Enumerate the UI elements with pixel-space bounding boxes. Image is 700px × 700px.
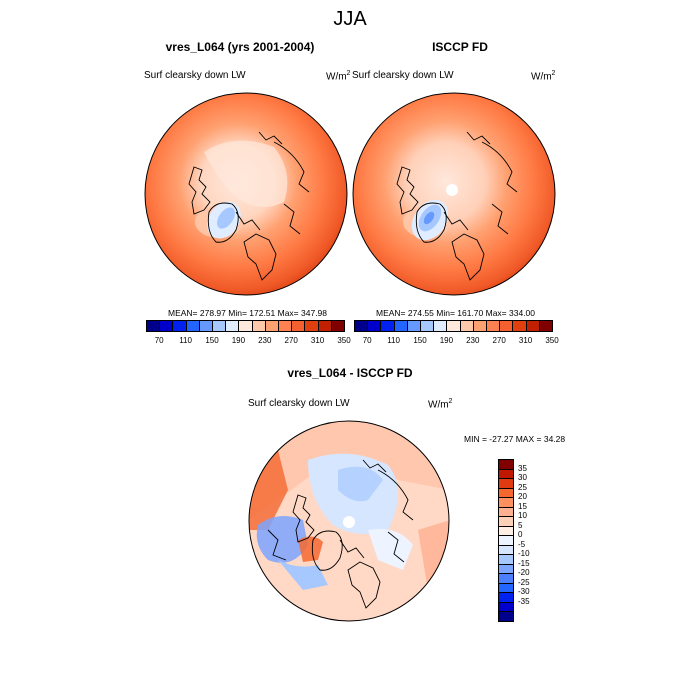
colorbar-tick-label: 190 bbox=[231, 336, 246, 345]
colorbar-tick-label: 10 bbox=[518, 511, 527, 521]
colorbar-tick-label: 110 bbox=[179, 336, 192, 345]
colorbar-tick-label: 0 bbox=[518, 530, 523, 540]
colorbar-tick-label: 110 bbox=[387, 336, 400, 345]
colorbar-swatch bbox=[251, 320, 266, 332]
colorbar-tick-label: -20 bbox=[518, 568, 530, 578]
colorbar-swatch bbox=[278, 320, 293, 332]
colorbar-tick-label: 230 bbox=[466, 336, 480, 345]
colorbar-tick-label: 30 bbox=[518, 473, 527, 483]
panel3-polar-map bbox=[248, 420, 450, 622]
colorbar-swatch bbox=[172, 320, 187, 332]
colorbar-swatch bbox=[330, 320, 345, 332]
colorbar-tick-label: 70 bbox=[154, 336, 164, 345]
colorbar-swatch bbox=[317, 320, 332, 332]
colorbar-tick-label: -30 bbox=[518, 587, 530, 597]
panel1-polar-map bbox=[144, 92, 348, 296]
colorbar-tick-label: 35 bbox=[518, 463, 527, 473]
panel1-stats: MEAN= 278.97 Min= 172.51 Max= 347.98 bbox=[168, 308, 328, 318]
colorbar-tick-label: 350 bbox=[337, 336, 351, 345]
colorbar-tick-label: 5 bbox=[518, 520, 523, 530]
colorbar-swatch bbox=[393, 320, 408, 332]
colorbar-swatch bbox=[525, 320, 540, 332]
colorbar-tick-label: 270 bbox=[284, 336, 298, 345]
panel2-colorbar-ticks: 70 110 150 190 230 270 310 350 bbox=[354, 336, 559, 348]
colorbar-swatch bbox=[304, 320, 319, 332]
colorbar-swatch bbox=[433, 320, 448, 332]
panel1-colorbar bbox=[146, 320, 345, 332]
colorbar-tick-label: -5 bbox=[518, 539, 526, 549]
colorbar-tick-label: -10 bbox=[518, 549, 530, 559]
colorbar-swatch bbox=[212, 320, 227, 332]
colorbar-tick-label: 310 bbox=[310, 336, 325, 345]
colorbar-swatch bbox=[146, 320, 161, 332]
colorbar-swatch bbox=[198, 320, 213, 332]
colorbar-tick-label: 190 bbox=[439, 336, 454, 345]
colorbar-tick-label: 25 bbox=[518, 482, 527, 492]
colorbar-swatch bbox=[238, 320, 253, 332]
colorbar-swatch bbox=[159, 320, 174, 332]
colorbar-tick-label: 150 bbox=[413, 336, 427, 345]
panel3-colorbar-ticks: 35 30 25 20 15 10 5 0 -5 -10 -15 -20 -25 -30 -35 bbox=[518, 459, 548, 621]
colorbar-tick-label: 20 bbox=[518, 492, 527, 502]
colorbar-tick-label: 270 bbox=[492, 336, 506, 345]
panel2-colorbar bbox=[354, 320, 553, 332]
colorbar-swatch bbox=[459, 320, 474, 332]
panel2-polar-map bbox=[352, 92, 556, 296]
panel1-variable-label: Surf clearsky down LW bbox=[144, 70, 246, 81]
colorbar-swatch bbox=[225, 320, 240, 332]
panel2-title: ISCCP FD bbox=[432, 40, 488, 54]
colorbar-swatch bbox=[291, 320, 306, 332]
panel2-stats: MEAN= 274.55 Min= 161.70 Max= 334.00 bbox=[376, 308, 536, 318]
colorbar-tick-label: -15 bbox=[518, 558, 530, 568]
panel2-units-label: W/m2 bbox=[531, 70, 556, 83]
colorbar-swatch bbox=[512, 320, 527, 332]
colorbar-swatch bbox=[406, 320, 421, 332]
main-title: JJA bbox=[333, 8, 367, 30]
panel3-variable-label: Surf clearsky down LW bbox=[248, 398, 350, 409]
panel1-colorbar-ticks: 70 110 150 190 230 270 310 350 bbox=[146, 336, 351, 348]
colorbar-swatch bbox=[486, 320, 501, 332]
colorbar-tick-label: -25 bbox=[518, 577, 530, 587]
colorbar-swatch bbox=[185, 320, 200, 332]
colorbar-tick-label: 350 bbox=[545, 336, 559, 345]
colorbar-tick-label: 15 bbox=[518, 501, 527, 511]
colorbar-swatch bbox=[446, 320, 461, 332]
colorbar-swatch bbox=[538, 320, 553, 332]
panel3-title: vres_L064 - ISCCP FD bbox=[287, 366, 413, 380]
colorbar-tick-label: -35 bbox=[518, 596, 530, 606]
panel3-stats: MIN = -27.27 MAX = 34.28 bbox=[464, 434, 566, 444]
colorbar-swatch bbox=[498, 611, 514, 622]
colorbar-swatch bbox=[264, 320, 279, 332]
colorbar-swatch bbox=[472, 320, 487, 332]
colorbar-tick-label: 150 bbox=[205, 336, 219, 345]
colorbar-swatch bbox=[499, 320, 514, 332]
panel2-variable-label: Surf clearsky down LW bbox=[352, 70, 454, 81]
colorbar-tick-label: 310 bbox=[518, 336, 533, 345]
colorbar-swatch bbox=[367, 320, 382, 332]
colorbar-tick-label: 70 bbox=[362, 336, 372, 345]
colorbar-swatch bbox=[420, 320, 435, 332]
panel1-units-label: W/m2 bbox=[326, 70, 351, 83]
panel1-title: vres_L064 (yrs 2001-2004) bbox=[165, 40, 315, 54]
colorbar-swatch bbox=[380, 320, 395, 332]
colorbar-swatch bbox=[354, 320, 369, 332]
colorbar-tick-label: 230 bbox=[258, 336, 272, 345]
panel3-colorbar bbox=[498, 459, 514, 622]
panel3-units-label: W/m2 bbox=[428, 398, 453, 411]
